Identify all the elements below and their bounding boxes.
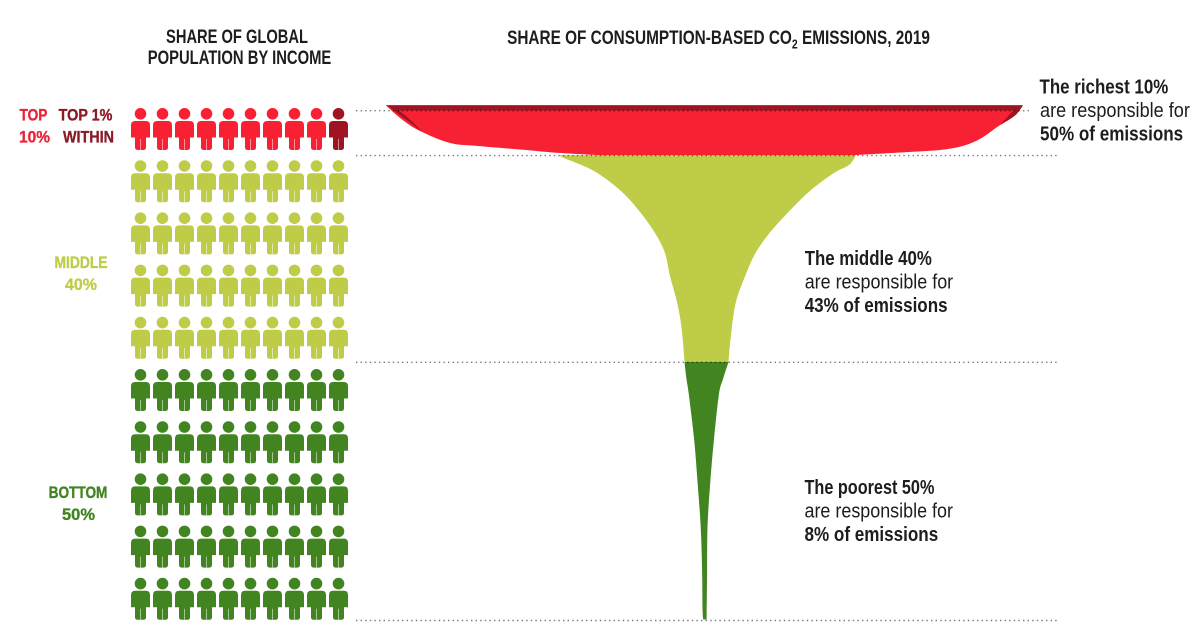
svg-text:The richest 10%: The richest 10% xyxy=(1040,75,1169,98)
svg-text:are responsible for: are responsible for xyxy=(805,501,953,523)
svg-text:are responsible for: are responsible for xyxy=(1040,100,1190,122)
svg-text:TOP 1%: TOP 1% xyxy=(59,107,113,125)
svg-text:BOTTOM: BOTTOM xyxy=(49,484,108,502)
svg-text:WITHIN: WITHIN xyxy=(63,129,114,147)
svg-text:43% of emissions: 43% of emissions xyxy=(805,294,948,317)
svg-text:The middle 40%: The middle 40% xyxy=(805,247,932,270)
svg-text:MIDDLE: MIDDLE xyxy=(55,254,108,272)
svg-text:8% of emissions: 8% of emissions xyxy=(805,523,939,546)
svg-text:50%: 50% xyxy=(62,506,95,524)
svg-text:The poorest 50%: The poorest 50% xyxy=(805,477,935,499)
svg-text:SHARE OF GLOBAL: SHARE OF GLOBAL xyxy=(166,26,308,47)
svg-text:TOP: TOP xyxy=(20,106,48,124)
svg-text:40%: 40% xyxy=(65,276,97,294)
svg-text:POPULATION BY INCOME: POPULATION BY INCOME xyxy=(148,47,332,68)
svg-text:are responsible for: are responsible for xyxy=(805,272,953,294)
svg-text:50% of emissions: 50% of emissions xyxy=(1040,122,1183,145)
svg-text:SHARE OF CONSUMPTION-BASED CO2: SHARE OF CONSUMPTION-BASED CO2 EMISSIONS… xyxy=(507,26,930,51)
svg-text:10%: 10% xyxy=(19,129,50,146)
